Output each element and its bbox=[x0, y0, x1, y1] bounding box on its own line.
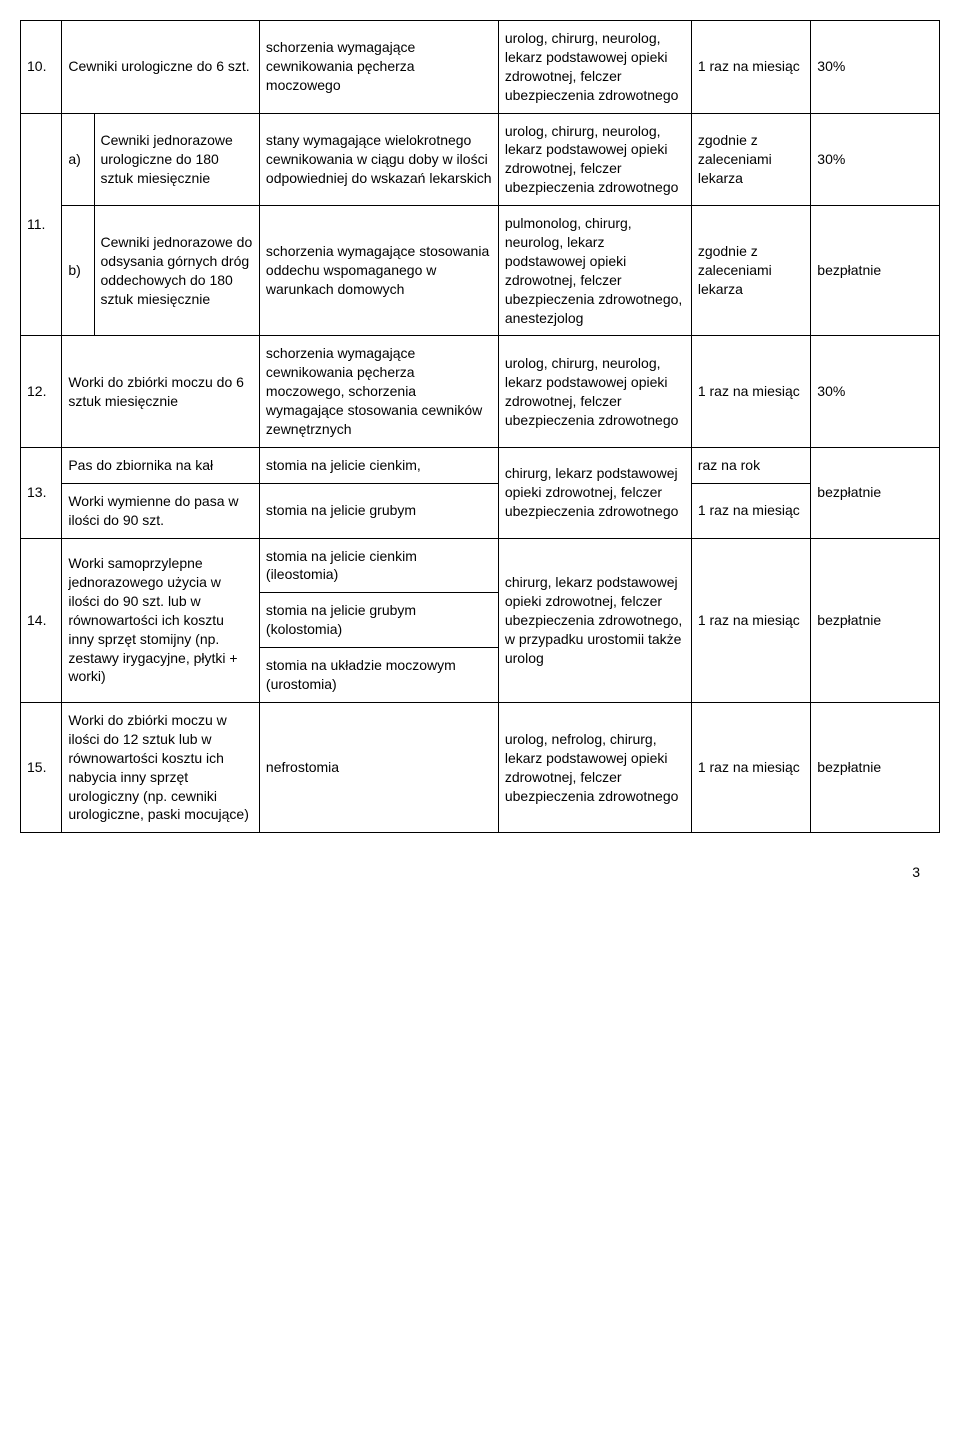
payment: bezpłatnie bbox=[811, 206, 940, 336]
prescriber: urolog, nefrolog, chirurg, lekarz podsta… bbox=[498, 702, 691, 832]
frequency: 1 raz na miesiąc bbox=[691, 21, 810, 114]
frequency: raz na rok bbox=[691, 447, 810, 483]
payment: bezpłatnie bbox=[811, 447, 940, 538]
payment: bezpłatnie bbox=[811, 702, 940, 832]
row-number: 10. bbox=[21, 21, 62, 114]
indication: schorzenia wymagające cewnikowania pęche… bbox=[259, 21, 498, 114]
row-number: 11. bbox=[21, 113, 62, 336]
payment: 30% bbox=[811, 21, 940, 114]
prescriber: pulmonolog, chirurg, neurolog, lekarz po… bbox=[498, 206, 691, 336]
table-row: 15. Worki do zbiórki moczu w ilości do 1… bbox=[21, 702, 940, 832]
prescriber: urolog, chirurg, neurolog, lekarz podsta… bbox=[498, 21, 691, 114]
sub-letter: b) bbox=[62, 206, 94, 336]
payment: 30% bbox=[811, 113, 940, 206]
indication: stomia na jelicie grubym bbox=[259, 483, 498, 538]
page-number: 3 bbox=[20, 833, 940, 882]
indication: stany wymagające wielokrotnego cewnikowa… bbox=[259, 113, 498, 206]
item-name: Pas do zbiornika na kał bbox=[62, 447, 260, 483]
table-row: 11. a) Cewniki jednorazowe urologiczne d… bbox=[21, 113, 940, 206]
table-row: 10. Cewniki urologiczne do 6 szt. schorz… bbox=[21, 21, 940, 114]
medical-equipment-table: 10. Cewniki urologiczne do 6 szt. schorz… bbox=[20, 20, 940, 833]
frequency: 1 raz na miesiąc bbox=[691, 336, 810, 447]
indication: schorzenia wymagające cewnikowania pęche… bbox=[259, 336, 498, 447]
indication: stomia na układzie moczowym (urostomia) bbox=[259, 648, 498, 703]
indication: stomia na jelicie grubym (kolostomia) bbox=[259, 593, 498, 648]
payment: bezpłatnie bbox=[811, 538, 940, 702]
payment: 30% bbox=[811, 336, 940, 447]
prescriber: urolog, chirurg, neurolog, lekarz podsta… bbox=[498, 113, 691, 206]
prescriber: chirurg, lekarz podstawowej opieki zdrow… bbox=[498, 538, 691, 702]
table-row: 12. Worki do zbiórki moczu do 6 sztuk mi… bbox=[21, 336, 940, 447]
item-name: Worki wymienne do pasa w ilości do 90 sz… bbox=[62, 483, 260, 538]
indication: stomia na jelicie cienkim (ileostomia) bbox=[259, 538, 498, 593]
table-row: Worki wymienne do pasa w ilości do 90 sz… bbox=[21, 483, 940, 538]
prescriber: chirurg, lekarz podstawowej opieki zdrow… bbox=[498, 447, 691, 538]
frequency: 1 raz na miesiąc bbox=[691, 538, 810, 702]
item-name: Cewniki jednorazowe do odsysania górnych… bbox=[94, 206, 259, 336]
table-row: 14. Worki samoprzylepne jednorazowego uż… bbox=[21, 538, 940, 593]
item-name: Worki do zbiórki moczu do 6 sztuk miesię… bbox=[62, 336, 260, 447]
frequency: zgodnie z zaleceniami lekarza bbox=[691, 113, 810, 206]
indication: schorzenia wymagające stosowania oddechu… bbox=[259, 206, 498, 336]
frequency: zgodnie z zaleceniami lekarza bbox=[691, 206, 810, 336]
prescriber: urolog, chirurg, neurolog, lekarz podsta… bbox=[498, 336, 691, 447]
item-name: Worki samoprzylepne jednorazowego użycia… bbox=[62, 538, 260, 702]
row-number: 13. bbox=[21, 447, 62, 538]
row-number: 14. bbox=[21, 538, 62, 702]
table-row: 13. Pas do zbiornika na kał stomia na je… bbox=[21, 447, 940, 483]
frequency: 1 raz na miesiąc bbox=[691, 702, 810, 832]
indication: nefrostomia bbox=[259, 702, 498, 832]
item-name: Worki do zbiórki moczu w ilości do 12 sz… bbox=[62, 702, 260, 832]
item-name: Cewniki jednorazowe urologiczne do 180 s… bbox=[94, 113, 259, 206]
item-name: Cewniki urologiczne do 6 szt. bbox=[62, 21, 260, 114]
sub-letter: a) bbox=[62, 113, 94, 206]
row-number: 12. bbox=[21, 336, 62, 447]
indication: stomia na jelicie cienkim, bbox=[259, 447, 498, 483]
row-number: 15. bbox=[21, 702, 62, 832]
frequency: 1 raz na miesiąc bbox=[691, 483, 810, 538]
table-row: b) Cewniki jednorazowe do odsysania górn… bbox=[21, 206, 940, 336]
